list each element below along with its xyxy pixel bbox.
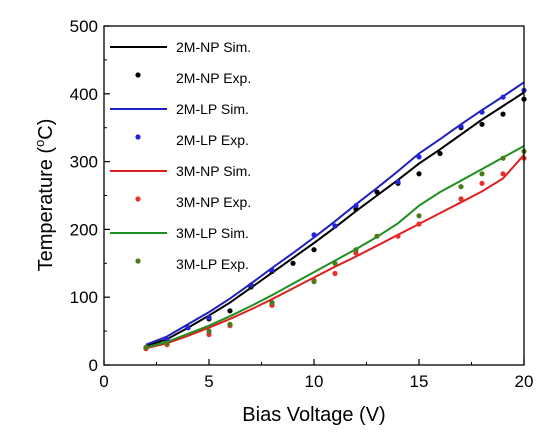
plot-area [143, 81, 527, 352]
y-axis-title-unit: C) [35, 119, 57, 140]
x-tick-label: 5 [204, 372, 213, 391]
legend-swatch-2m-lp-exp [135, 134, 141, 140]
legend-label-3m-lp-sim: 3M-LP Sim. [176, 225, 249, 241]
data-point-2m-np-exp [374, 189, 380, 195]
y-tick-label: 0 [89, 356, 98, 375]
data-point-2m-lp-exp [458, 123, 464, 129]
data-point-3m-lp-exp [143, 344, 149, 350]
x-tick-label: 10 [305, 372, 324, 391]
legend-swatch-3m-lp-exp [135, 258, 141, 264]
data-point-3m-lp-exp [269, 300, 275, 306]
legend-label-2m-np-sim: 2M-NP Sim. [176, 39, 251, 55]
data-point-2m-np-exp [500, 111, 506, 117]
data-point-3m-np-exp [479, 180, 485, 186]
y-axis-title: Temperature (oC) [32, 119, 57, 272]
data-point-2m-lp-exp [353, 203, 359, 209]
data-point-3m-lp-exp [479, 171, 485, 177]
data-point-3m-lp-exp [227, 321, 233, 327]
x-tick-label: 15 [410, 372, 429, 391]
data-point-2m-np-exp [479, 121, 485, 127]
data-point-2m-lp-exp [248, 282, 254, 288]
data-point-2m-np-exp [311, 247, 317, 253]
y-tick-label: 200 [70, 220, 98, 239]
data-point-3m-lp-exp [416, 213, 422, 219]
data-point-2m-np-exp [227, 308, 233, 314]
data-point-2m-np-exp [437, 150, 443, 157]
data-point-2m-lp-exp [332, 223, 338, 229]
data-point-2m-np-exp [416, 171, 422, 177]
data-point-2m-lp-exp [479, 109, 485, 115]
series-line-3m-np-sim [145, 154, 525, 350]
data-point-2m-np-exp [290, 260, 296, 266]
data-point-3m-np-exp [332, 270, 338, 277]
data-point-3m-lp-exp [311, 279, 317, 285]
y-axis-title-superscript: o [32, 140, 47, 147]
legend-label-2m-lp-exp: 2M-LP Exp. [176, 132, 249, 148]
data-point-3m-lp-exp [164, 340, 170, 346]
x-tick-label: 20 [515, 372, 534, 391]
legend-label-3m-np-sim: 3M-NP Sim. [176, 163, 251, 179]
x-tick-label: 0 [99, 372, 108, 391]
legend-label-3m-lp-exp: 3M-LP Exp. [176, 256, 249, 272]
data-point-2m-lp-exp [269, 267, 275, 273]
series-line-3m-lp-sim [145, 145, 525, 349]
data-point-3m-np-exp [500, 171, 506, 177]
data-point-3m-lp-exp [500, 155, 506, 161]
y-axis-title-main: Temperature ( [35, 147, 57, 272]
data-point-2m-lp-exp [185, 325, 191, 331]
data-point-3m-lp-exp [353, 247, 359, 253]
y-tick-label: 300 [70, 153, 98, 172]
legend-swatch-2m-np-exp [135, 72, 141, 78]
data-point-3m-np-exp [458, 196, 464, 202]
data-point-3m-np-exp [416, 221, 422, 227]
y-tick-label: 400 [70, 85, 98, 104]
data-point-3m-lp-exp [332, 260, 338, 266]
data-point-2m-lp-exp [416, 154, 422, 160]
data-point-2m-lp-exp [311, 232, 317, 238]
legend-label-2m-lp-sim: 2M-LP Sim. [176, 101, 249, 117]
x-axis-title: Bias Voltage (V) [242, 404, 385, 426]
data-point-2m-lp-exp [500, 94, 506, 100]
data-point-3m-lp-exp [206, 328, 212, 334]
data-point-3m-lp-exp [374, 233, 380, 239]
legend-label-2m-np-exp: 2M-NP Exp. [176, 70, 251, 86]
data-point-2m-lp-exp [206, 314, 212, 321]
data-point-3m-np-exp [395, 233, 401, 239]
data-point-3m-lp-exp [458, 184, 464, 190]
legend: 2M-NP Sim. 2M-NP Exp. 2M-LP Sim. 2M-LP Exp.… [110, 39, 251, 272]
legend-label-3m-np-exp: 3M-NP Exp. [176, 194, 251, 210]
legend-swatch-3m-np-exp [135, 196, 141, 202]
data-point-2m-lp-exp [395, 179, 401, 185]
y-tick-label: 100 [70, 288, 98, 307]
y-tick-label: 500 [70, 17, 98, 36]
